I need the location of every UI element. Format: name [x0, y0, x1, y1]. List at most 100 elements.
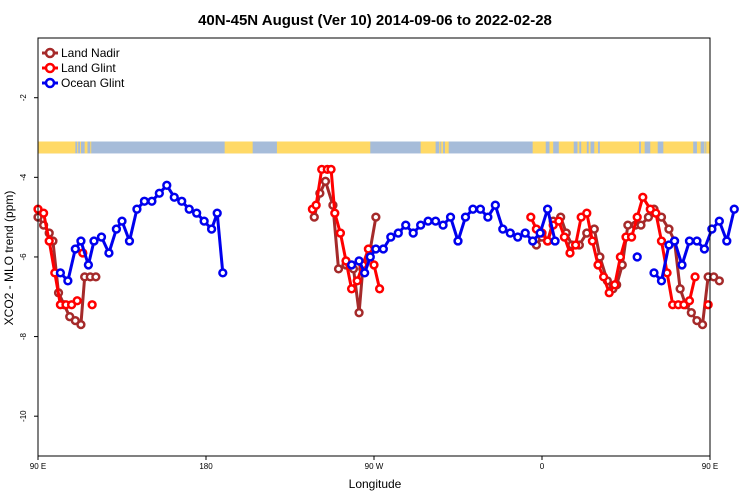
y-tick-label: -8 — [19, 332, 28, 340]
plot-frame — [37, 37, 711, 457]
data-point — [722, 236, 732, 246]
land-segment — [650, 141, 658, 154]
land-segment — [441, 141, 444, 154]
data-point — [352, 276, 362, 286]
data-point — [638, 192, 648, 202]
data-point — [729, 204, 739, 214]
land-segment — [439, 141, 441, 154]
y-tick-label: -10 — [19, 410, 28, 422]
data-point — [371, 212, 381, 222]
data-point — [684, 236, 695, 246]
data-point — [63, 276, 73, 286]
data-point — [714, 216, 724, 226]
data-point — [311, 200, 321, 210]
data-point — [632, 212, 642, 222]
land-segment — [444, 141, 449, 154]
data-point — [76, 236, 86, 246]
data-point — [582, 208, 592, 218]
data-point — [632, 252, 642, 262]
data-point — [38, 208, 49, 218]
land-segment — [420, 141, 436, 154]
data-point — [169, 192, 179, 202]
data-point — [360, 268, 370, 278]
land-segment — [581, 141, 587, 154]
x-axis-label: Longitude — [349, 477, 402, 491]
x-tick-label: 90 E — [30, 462, 46, 471]
data-point — [697, 319, 708, 330]
land-segment — [706, 141, 710, 154]
data-point — [587, 236, 598, 246]
data-point — [423, 216, 433, 226]
data-point — [147, 196, 157, 206]
land-segment — [704, 141, 706, 154]
data-point — [76, 319, 86, 330]
data-point — [184, 204, 194, 214]
data-point — [475, 204, 486, 214]
data-point — [490, 200, 500, 210]
data-point — [438, 220, 448, 230]
data-point — [335, 228, 346, 238]
land-segment — [80, 141, 81, 154]
data-point — [664, 224, 674, 234]
data-point — [346, 260, 357, 270]
x-tick-label: 90 W — [365, 462, 384, 471]
data-point — [354, 256, 364, 266]
data-point — [483, 212, 493, 222]
data-point — [117, 216, 127, 226]
land-segment — [599, 141, 640, 154]
legend-label: Ocean Glint — [61, 76, 125, 90]
data-point — [526, 212, 536, 222]
legend-marker — [44, 62, 56, 74]
data-point — [604, 288, 614, 298]
data-point — [513, 232, 523, 242]
data-point — [87, 300, 97, 310]
data-point — [91, 272, 101, 282]
data-point — [570, 240, 581, 250]
data-point — [542, 204, 553, 214]
plot-series — [33, 164, 739, 330]
land-segment — [38, 141, 76, 154]
data-point — [550, 236, 560, 246]
data-point — [623, 220, 633, 230]
data-point — [206, 224, 217, 234]
series-land-glint — [33, 164, 713, 310]
land-segment — [558, 141, 574, 154]
data-point — [520, 228, 530, 238]
data-point — [365, 252, 375, 262]
data-point — [326, 164, 336, 175]
land-segment — [696, 141, 701, 154]
data-point — [369, 260, 379, 270]
data-point — [692, 236, 702, 246]
land-segment — [532, 141, 546, 154]
land-sea-bar — [38, 141, 710, 154]
land-segment — [77, 141, 79, 154]
data-point — [111, 224, 122, 234]
data-point — [55, 268, 66, 278]
data-point — [656, 276, 667, 286]
data-point — [104, 248, 114, 258]
data-point — [386, 232, 396, 242]
data-point — [684, 296, 695, 306]
data-point — [445, 212, 456, 222]
legend-marker — [44, 77, 56, 89]
data-point — [460, 212, 471, 222]
data-point — [393, 228, 403, 238]
series-ocean-glint — [55, 180, 739, 286]
land-segment — [90, 141, 92, 154]
x-axis: 90 E 180 90 W 0 90 E — [30, 456, 718, 471]
data-point — [72, 296, 82, 306]
data-point — [346, 284, 357, 294]
x-tick-label: 180 — [199, 462, 213, 471]
land-segment — [588, 141, 591, 154]
data-point — [416, 220, 426, 230]
data-point — [542, 236, 553, 246]
legend-label: Land Nadir — [61, 46, 120, 60]
data-point — [89, 236, 99, 246]
data-point — [554, 216, 564, 226]
land-segment — [224, 141, 253, 154]
data-point — [468, 204, 478, 214]
land-segment — [640, 141, 645, 154]
land-segment — [663, 141, 694, 154]
data-point — [408, 228, 418, 238]
data-point — [132, 204, 142, 214]
